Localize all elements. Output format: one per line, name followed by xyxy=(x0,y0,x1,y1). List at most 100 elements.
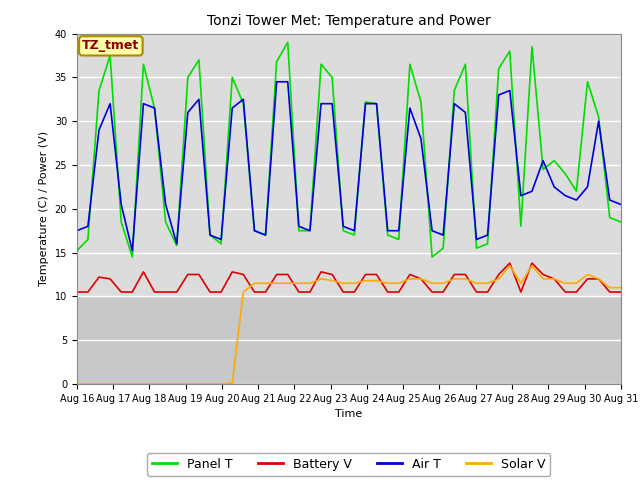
Panel T xyxy=(284,39,292,45)
Solar V xyxy=(84,381,92,387)
Panel T xyxy=(117,219,125,225)
Battery V xyxy=(184,272,191,277)
Battery V xyxy=(395,289,403,295)
Solar V xyxy=(573,280,580,286)
Solar V xyxy=(351,280,358,286)
Panel T xyxy=(328,74,336,80)
Battery V xyxy=(262,289,269,295)
Battery V xyxy=(295,289,303,295)
Air T xyxy=(606,197,614,203)
Solar V xyxy=(117,381,125,387)
Air T xyxy=(162,202,170,207)
Solar V xyxy=(295,280,303,286)
Solar V xyxy=(561,280,569,286)
Air T xyxy=(262,232,269,238)
Solar V xyxy=(262,280,269,286)
Panel T xyxy=(195,57,203,63)
Air T xyxy=(372,101,380,107)
Panel T xyxy=(106,53,114,59)
Air T xyxy=(517,193,525,199)
Air T xyxy=(428,228,436,234)
Panel T xyxy=(506,48,514,54)
Panel T xyxy=(162,219,170,225)
Battery V xyxy=(595,276,602,282)
Air T xyxy=(384,228,392,234)
Solar V xyxy=(140,381,147,387)
Battery V xyxy=(417,276,425,282)
Air T xyxy=(295,223,303,229)
Panel T xyxy=(306,228,314,234)
Air T xyxy=(528,188,536,194)
Solar V xyxy=(73,381,81,387)
Solar V xyxy=(239,289,247,295)
Solar V xyxy=(129,381,136,387)
Battery V xyxy=(561,289,569,295)
Panel T xyxy=(461,61,469,67)
Battery V xyxy=(362,272,369,277)
X-axis label: Time: Time xyxy=(335,409,362,419)
Battery V xyxy=(106,276,114,282)
Panel T xyxy=(372,101,380,107)
Battery V xyxy=(517,289,525,295)
Air T xyxy=(129,248,136,254)
Battery V xyxy=(317,269,325,275)
Panel T xyxy=(384,232,392,238)
Solar V xyxy=(106,381,114,387)
Panel T xyxy=(606,215,614,220)
Air T xyxy=(284,79,292,84)
Solar V xyxy=(306,280,314,286)
Panel T xyxy=(439,245,447,251)
Air T xyxy=(173,241,180,247)
Solar V xyxy=(162,381,170,387)
Air T xyxy=(550,184,558,190)
Battery V xyxy=(540,272,547,277)
Air T xyxy=(140,101,147,107)
Air T xyxy=(506,88,514,94)
Panel T xyxy=(495,66,502,72)
Panel T xyxy=(73,248,81,254)
Solar V xyxy=(184,381,191,387)
Panel T xyxy=(84,237,92,242)
Solar V xyxy=(339,280,347,286)
Line: Panel T: Panel T xyxy=(77,42,621,257)
Air T xyxy=(273,79,280,84)
Battery V xyxy=(584,276,591,282)
Panel T xyxy=(540,167,547,172)
Panel T xyxy=(561,171,569,177)
Battery V xyxy=(84,289,92,295)
Air T xyxy=(84,223,92,229)
Panel T xyxy=(428,254,436,260)
Solar V xyxy=(606,285,614,290)
Panel T xyxy=(206,232,214,238)
Battery V xyxy=(384,289,392,295)
Battery V xyxy=(218,289,225,295)
Solar V xyxy=(495,276,502,282)
Air T xyxy=(218,237,225,242)
Solar V xyxy=(317,276,325,282)
Air T xyxy=(117,202,125,207)
Legend: Panel T, Battery V, Air T, Solar V: Panel T, Battery V, Air T, Solar V xyxy=(147,453,550,476)
Panel T xyxy=(95,88,103,94)
Solar V xyxy=(150,381,158,387)
Air T xyxy=(395,228,403,234)
Battery V xyxy=(228,269,236,275)
Air T xyxy=(251,228,259,234)
Solar V xyxy=(406,276,413,282)
Line: Air T: Air T xyxy=(77,82,621,251)
Air T xyxy=(540,158,547,164)
Solar V xyxy=(439,280,447,286)
Solar V xyxy=(506,263,514,269)
Solar V xyxy=(218,381,225,387)
Solar V xyxy=(372,278,380,284)
Battery V xyxy=(284,272,292,277)
Solar V xyxy=(384,280,392,286)
Panel T xyxy=(528,44,536,49)
Battery V xyxy=(251,289,259,295)
Line: Battery V: Battery V xyxy=(77,263,621,292)
Battery V xyxy=(195,272,203,277)
Air T xyxy=(106,101,114,107)
Panel T xyxy=(295,228,303,234)
Air T xyxy=(73,228,81,234)
Solar V xyxy=(206,381,214,387)
Air T xyxy=(351,228,358,234)
